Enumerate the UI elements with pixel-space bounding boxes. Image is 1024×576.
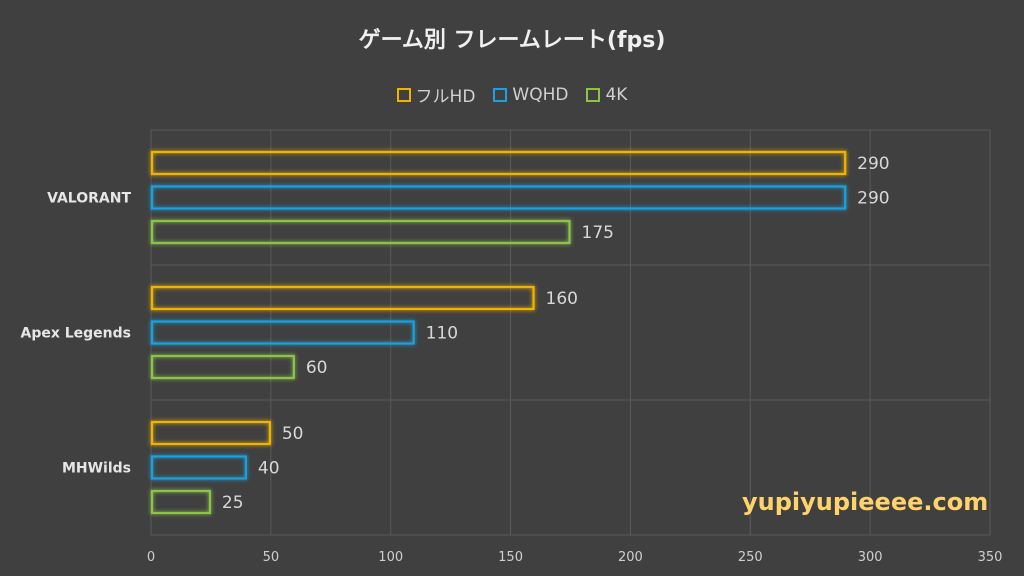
data-label: 50 xyxy=(282,424,304,444)
legend-label: 4K xyxy=(605,84,628,105)
legend-item: WQHD xyxy=(493,82,568,107)
watermark: yupiyupieeee.com xyxy=(742,488,989,516)
bar xyxy=(150,320,415,345)
x-tick-label: 350 xyxy=(978,550,1003,565)
legend-item: フルHD xyxy=(396,82,476,107)
bar xyxy=(150,285,535,311)
x-tick-label: 150 xyxy=(498,550,523,565)
legend-label: フルHD xyxy=(415,87,476,107)
bar xyxy=(150,420,271,446)
x-tick-label: 0 xyxy=(147,550,155,565)
legend-item: 4K xyxy=(586,82,627,107)
data-label: 110 xyxy=(426,324,458,344)
category-label: VALORANT xyxy=(47,191,131,207)
x-tick-label: 250 xyxy=(738,550,763,565)
bar xyxy=(150,489,212,515)
x-tick-label: 100 xyxy=(378,550,403,565)
category-label: Apex Legends xyxy=(20,326,131,342)
bar xyxy=(150,185,847,210)
category-label: MHWilds xyxy=(62,461,131,477)
legend-swatch xyxy=(586,87,601,102)
bar xyxy=(150,455,247,480)
legend-swatch xyxy=(396,87,411,102)
data-label: 175 xyxy=(582,223,614,243)
bar xyxy=(150,354,295,380)
x-tick-label: 300 xyxy=(858,550,883,565)
bar xyxy=(150,150,847,176)
x-tick-label: 200 xyxy=(618,550,643,565)
data-label: 40 xyxy=(258,459,280,479)
data-label: 290 xyxy=(857,154,889,174)
data-label: 60 xyxy=(306,358,328,378)
chart-title: ゲーム別 フレームレート(fps) xyxy=(358,28,666,53)
legend-swatch xyxy=(493,87,508,102)
data-label: 290 xyxy=(857,189,889,209)
data-label: 25 xyxy=(222,493,244,513)
data-label: 160 xyxy=(546,289,578,309)
x-tick-label: 50 xyxy=(263,550,280,565)
bar xyxy=(150,219,571,245)
legend: フルHD WQHD 4K xyxy=(0,82,1024,107)
legend-label: WQHD xyxy=(512,84,569,105)
